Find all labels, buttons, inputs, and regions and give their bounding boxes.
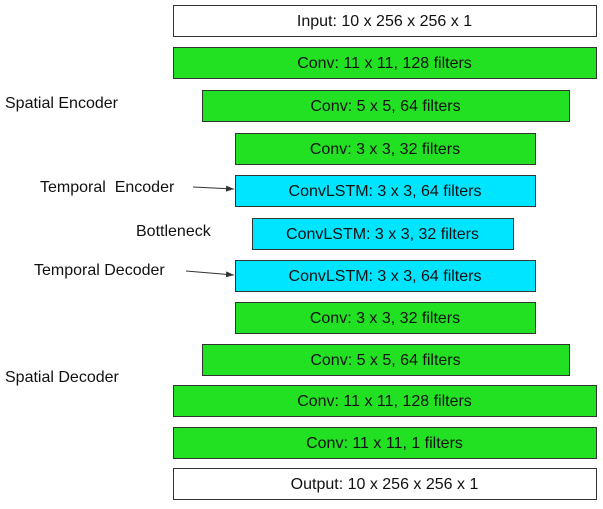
layer-label: ConvLSTM: 3 x 3, 64 filters <box>289 183 482 200</box>
section-label: Temporal Encoder <box>40 179 175 196</box>
layer-box <box>173 47 597 79</box>
layer-box <box>173 427 597 459</box>
layer-label: Conv: 5 x 5, 64 filters <box>310 352 460 369</box>
section-label: Spatial Encoder <box>5 95 119 112</box>
layer-box <box>235 133 536 165</box>
layer-label: ConvLSTM: 3 x 3, 32 filters <box>286 226 479 243</box>
layer-box <box>173 5 597 37</box>
layer-box <box>202 344 570 376</box>
layer-label: Conv: 3 x 3, 32 filters <box>310 141 460 158</box>
layer-label: Conv: 11 x 11, 1 filters <box>306 435 463 452</box>
layer-label: Conv: 11 x 11, 128 filters <box>297 55 472 72</box>
section-label: Temporal Decoder <box>34 262 165 279</box>
layer-label: Conv: 3 x 3, 32 filters <box>310 310 460 327</box>
layer-box <box>202 90 570 122</box>
layer-label: Conv: 11 x 11, 128 filters <box>297 393 472 410</box>
layer-box <box>235 260 536 292</box>
layer-box <box>173 385 597 417</box>
layer-label: ConvLSTM: 3 x 3, 64 filters <box>289 268 482 285</box>
layer-box <box>235 302 536 334</box>
layer-box <box>252 218 514 250</box>
section-label: Bottleneck <box>136 223 212 240</box>
layer-box <box>235 175 536 207</box>
layer-label: Conv: 5 x 5, 64 filters <box>310 98 460 115</box>
arrow <box>185 270 235 278</box>
layer-label: Output: 10 x 256 x 256 x 1 <box>291 476 479 493</box>
section-label: Spatial Decoder <box>5 369 120 386</box>
layer-box <box>173 468 597 500</box>
arrow <box>192 185 235 192</box>
layer-label: Input: 10 x 256 x 256 x 1 <box>297 13 472 30</box>
